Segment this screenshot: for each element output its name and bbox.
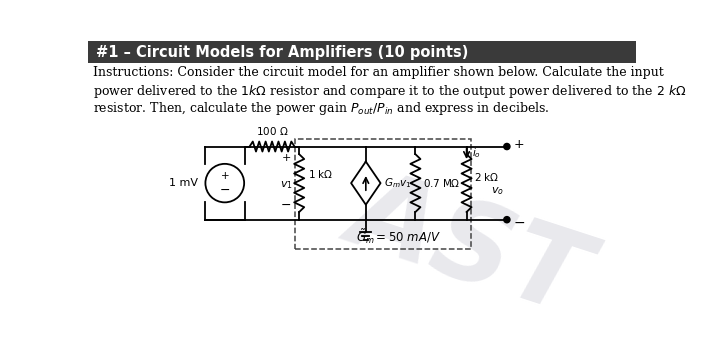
Text: 2 k$\Omega$: 2 k$\Omega$ — [474, 171, 500, 183]
Text: −: − — [281, 199, 291, 212]
Text: $i_o$: $i_o$ — [472, 147, 481, 160]
Text: resistor. Then, calculate the power gain $P_{out}/P_{in}$ and express in decibel: resistor. Then, calculate the power gain… — [93, 100, 549, 117]
Text: +: + — [221, 171, 229, 181]
FancyBboxPatch shape — [88, 41, 636, 63]
Text: Instructions: Consider the circuit model for an amplifier shown below. Calculate: Instructions: Consider the circuit model… — [93, 66, 664, 79]
Text: +: + — [281, 153, 291, 163]
Text: +: + — [514, 138, 525, 151]
Text: AST: AST — [337, 158, 600, 335]
Text: 100 $\Omega$: 100 $\Omega$ — [256, 125, 288, 137]
Text: 1 mV: 1 mV — [170, 178, 199, 188]
Text: $v_o$: $v_o$ — [491, 185, 504, 197]
Text: $\tilde{G}_m = 50\ mA/V$: $\tilde{G}_m = 50\ mA/V$ — [356, 227, 441, 246]
Text: −: − — [514, 216, 525, 230]
Text: #1 – Circuit Models for Amplifiers (10 points): #1 – Circuit Models for Amplifiers (10 p… — [96, 45, 469, 60]
Text: $G_m v_1$: $G_m v_1$ — [384, 176, 411, 190]
Text: 0.7 M$\Omega$: 0.7 M$\Omega$ — [423, 177, 461, 189]
Text: $v_1$: $v_1$ — [279, 179, 293, 190]
Text: 1 k$\Omega$: 1 k$\Omega$ — [308, 168, 333, 180]
Text: power delivered to the $1k\Omega$ resistor and compare it to the output power de: power delivered to the $1k\Omega$ resist… — [93, 83, 686, 100]
Circle shape — [504, 216, 510, 223]
Text: −: − — [220, 184, 230, 197]
Circle shape — [504, 143, 510, 149]
